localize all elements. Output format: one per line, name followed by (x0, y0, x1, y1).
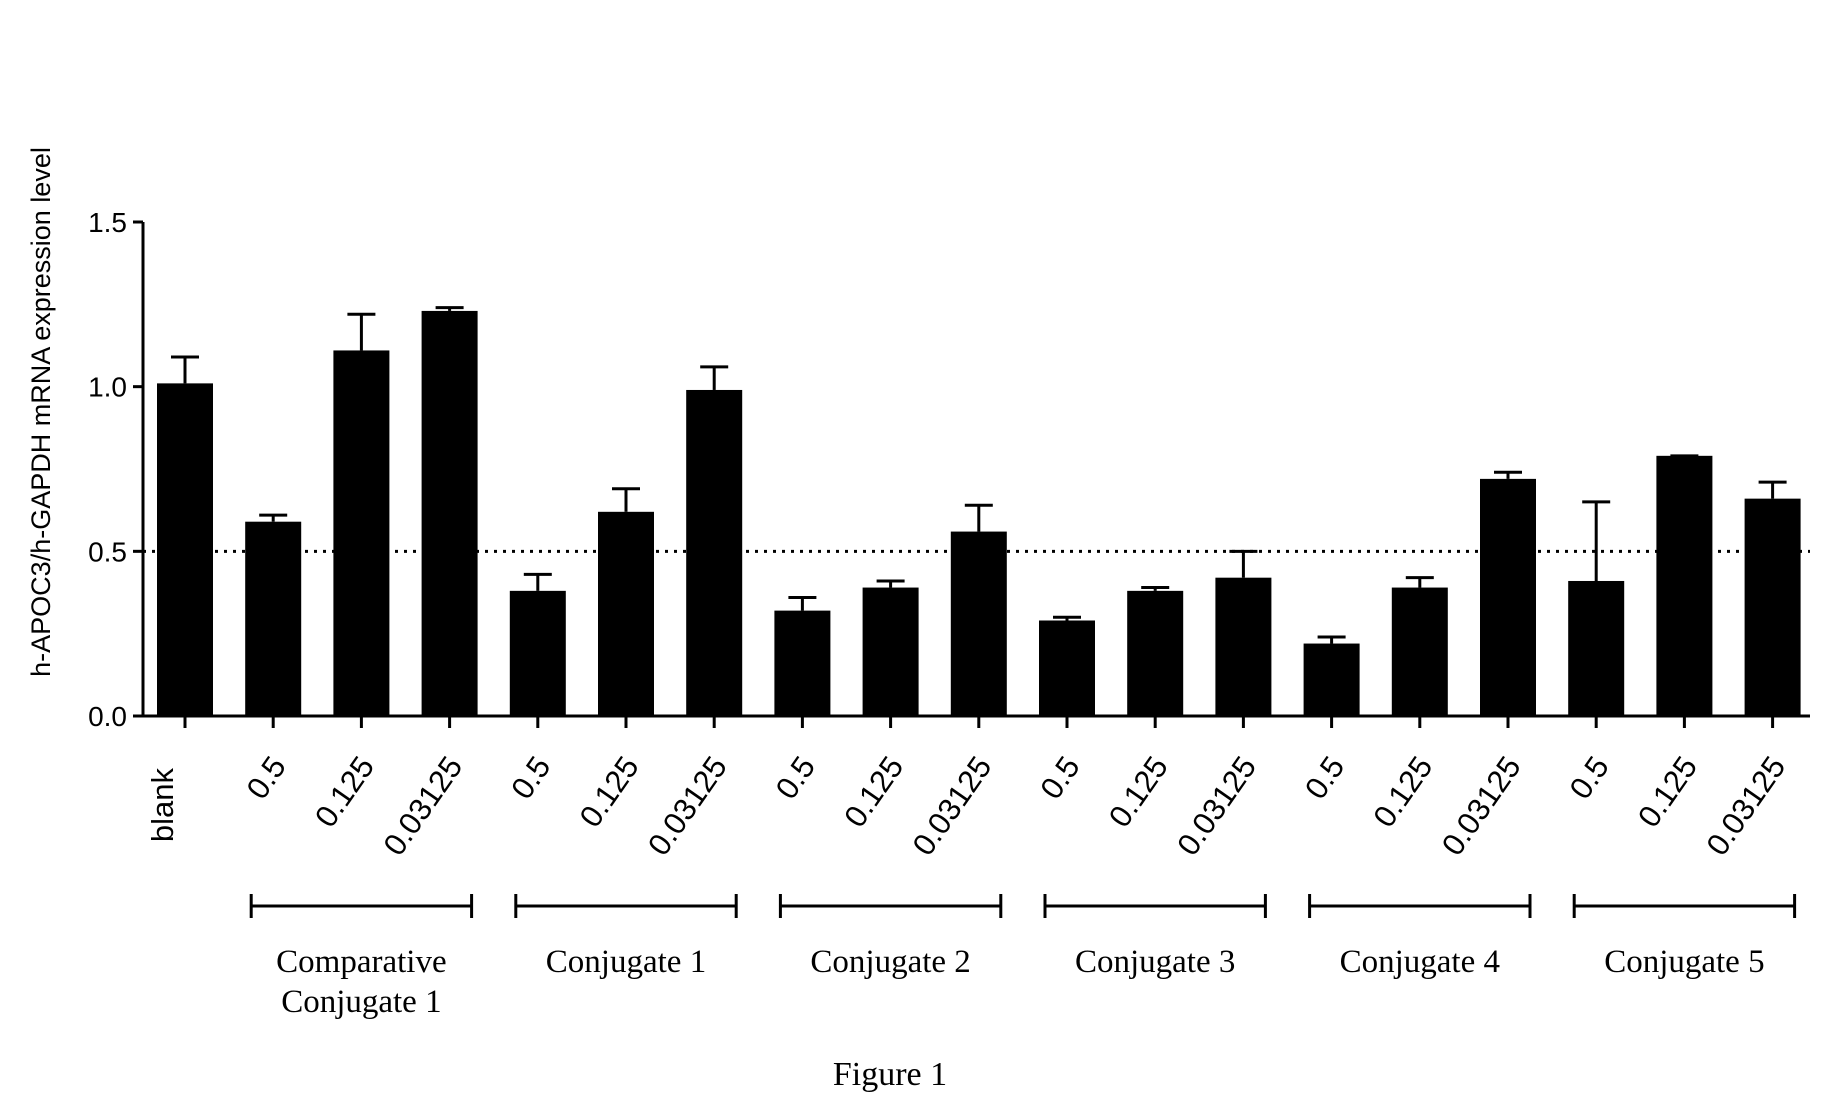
bar (421, 310, 478, 716)
x-tick-label: 0.5 (769, 750, 822, 805)
bar (333, 350, 390, 716)
bar (862, 587, 919, 716)
x-tick-label: 0.03125 (1699, 750, 1792, 862)
x-tick-label: 0.125 (1631, 750, 1704, 834)
x-tick-label: 0.5 (1563, 750, 1616, 805)
bar (774, 610, 831, 716)
y-axis-label: h-APOC3/h-GAPDH mRNA expression level (26, 147, 56, 677)
x-tick-label: 0.03125 (1170, 750, 1263, 862)
y-tick-label: 0.0 (88, 701, 127, 732)
bar (686, 389, 743, 716)
bar (1480, 478, 1536, 716)
x-tick-label: 0.5 (240, 750, 293, 805)
y-tick-label: 0.5 (88, 536, 127, 567)
x-tick-label: 0.5 (1033, 750, 1086, 805)
y-tick-label: 1.5 (88, 207, 127, 238)
bar (157, 383, 213, 716)
group-label: Comparative Conjugate 1 (276, 944, 446, 1020)
y-tick-label: 1.0 (88, 372, 127, 403)
bar (1303, 643, 1360, 716)
bar (245, 521, 302, 716)
bar (1127, 590, 1184, 716)
group-label: Conjugate 5 (1604, 944, 1764, 980)
x-tick-label: 0.5 (504, 750, 557, 805)
bar (1215, 577, 1272, 716)
x-tick-label: 0.03125 (376, 750, 469, 862)
bar (1039, 620, 1095, 716)
x-tick-label: 0.03125 (641, 750, 734, 862)
group-label: Conjugate 1 (546, 944, 706, 980)
group-label: Conjugate 4 (1340, 944, 1500, 980)
x-tick-label: 0.125 (308, 750, 381, 834)
x-tick-label: 0.125 (1366, 750, 1439, 834)
group-label: Conjugate 2 (810, 944, 970, 980)
x-tick-label: 0.125 (837, 750, 910, 834)
bar (1568, 580, 1625, 716)
bar (1656, 455, 1713, 716)
group-label: Conjugate 3 (1075, 944, 1235, 980)
x-tick-label: 0.03125 (1435, 750, 1528, 862)
bar (1391, 587, 1448, 716)
x-tick-label: 0.5 (1298, 750, 1351, 805)
x-tick-label: 0.125 (573, 750, 646, 834)
bar (1744, 498, 1801, 716)
x-tick-label: 0.03125 (906, 750, 999, 862)
bar (509, 590, 566, 716)
figure-caption: Figure 1 (833, 1056, 947, 1093)
x-tick-label: 0.125 (1102, 750, 1175, 834)
bar (598, 511, 654, 716)
bar (950, 531, 1007, 716)
x-tick-label: blank (145, 768, 180, 843)
